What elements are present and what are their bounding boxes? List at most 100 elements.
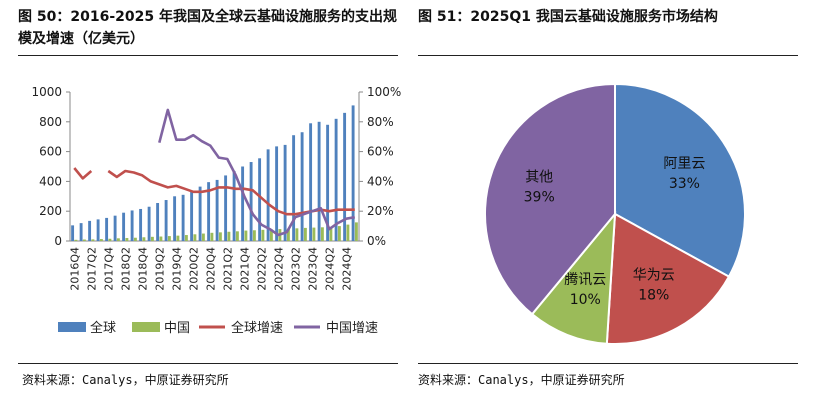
pie-slice-阿里云 — [614, 82, 747, 278]
bar-china-2021Q3 — [235, 231, 239, 241]
bar-china-2017Q4 — [108, 238, 112, 241]
bar-global-2024Q1 — [317, 121, 321, 241]
x-axis-tick-label: 2021Q4 — [238, 247, 251, 291]
bar-china-2016Q4 — [74, 239, 78, 241]
y-axis-tick-label: 200 — [39, 204, 62, 218]
bar-global-2018Q2 — [122, 212, 126, 241]
bar-china-2018Q4 — [142, 237, 146, 241]
bar-global-2018Q1 — [113, 215, 117, 241]
x-axis-tick-label: 2023Q4 — [306, 247, 319, 291]
legend-swatch — [58, 322, 86, 332]
left-title-rule — [18, 55, 398, 56]
right-pie-chart: 阿里云 33% 华为云 18% 腾讯云 10% 其他 39% — [484, 82, 747, 345]
right-source-note: 资料来源：Canalys，中原证券研究所 — [418, 373, 625, 387]
bar-china-2017Q2 — [91, 239, 95, 241]
bar-global-2022Q2 — [258, 158, 262, 241]
bar-global-2018Q4 — [139, 208, 143, 241]
bar-china-2019Q2 — [159, 236, 163, 241]
bar-china-2019Q3 — [167, 236, 171, 241]
bar-global-2021Q3 — [232, 170, 236, 241]
bar-global-2021Q4 — [241, 166, 245, 241]
bar-global-2021Q2 — [224, 175, 228, 241]
legend-label: 全球 — [90, 320, 116, 336]
x-axis-tick-label: 2017Q4 — [102, 247, 115, 291]
x-axis-tick-label: 2019Q4 — [170, 247, 183, 291]
bar-china-2017Q1 — [82, 239, 86, 241]
pie-label: 腾讯云 — [564, 271, 606, 288]
pie-value-label: 39% — [524, 190, 555, 206]
x-axis-tick-label: 2024Q2 — [323, 247, 336, 291]
bar-global-2017Q2 — [88, 220, 92, 241]
bar-china-2020Q3 — [201, 233, 205, 241]
bar-global-2022Q4 — [275, 146, 279, 241]
y-axis-tick-label: 800 — [39, 115, 62, 129]
left-source-note: 资料来源：Canalys，中原证券研究所 — [22, 373, 229, 387]
y-axis-tick-label: 1000 — [31, 85, 62, 99]
bar-china-2018Q2 — [125, 238, 129, 241]
y2-axis-tick-label: 0% — [367, 234, 386, 248]
bar-china-2022Q1 — [252, 230, 256, 241]
pie-value-label: 18% — [638, 288, 669, 304]
bar-china-2020Q1 — [184, 235, 188, 241]
bar-global-2020Q4 — [207, 182, 211, 241]
y-axis-tick-label: 600 — [39, 145, 62, 159]
bar-global-2022Q3 — [266, 149, 270, 241]
left-footer-rule — [18, 363, 398, 364]
bar-global-2016Q4 — [71, 225, 75, 241]
bar-global-2025Q1 — [351, 105, 355, 241]
x-axis-tick-label: 2022Q2 — [255, 247, 268, 291]
x-axis-tick-label: 2024Q4 — [340, 247, 353, 291]
x-axis-tick-label: 2020Q4 — [204, 247, 217, 291]
bar-global-2019Q1 — [147, 206, 151, 241]
y2-axis-tick-label: 20% — [367, 204, 394, 218]
x-axis-tick-label: 2022Q4 — [272, 247, 285, 291]
bar-china-2023Q3 — [303, 227, 307, 241]
bar-china-2018Q3 — [133, 237, 137, 241]
pie-value-label: 10% — [570, 292, 601, 308]
bar-global-2023Q4 — [309, 123, 313, 241]
bar-global-2017Q1 — [79, 223, 83, 241]
bar-global-2024Q3 — [334, 118, 338, 241]
bar-global-2022Q1 — [249, 162, 253, 241]
pie-slice-华为云 — [605, 212, 731, 345]
bar-china-2022Q3 — [269, 229, 273, 241]
left-combo-chart: 0 200 400 600 800 1000 0% 20% 40% 60% 80% 100% 2016Q… — [31, 85, 401, 336]
bar-global-2020Q2 — [190, 191, 194, 241]
bar-global-2017Q4 — [105, 217, 109, 241]
x-axis-tick-label: 2021Q2 — [221, 247, 234, 291]
bar-china-2023Q4 — [312, 227, 316, 241]
pie-label: 阿里云 — [663, 156, 705, 172]
bar-china-2025Q1 — [354, 222, 358, 241]
y2-axis-tick-label: 40% — [367, 174, 394, 188]
bar-china-2022Q2 — [261, 229, 265, 241]
legend-swatch — [132, 322, 160, 332]
y2-axis-tick-label: 80% — [367, 115, 394, 129]
legend-label: 中国增速 — [326, 321, 378, 336]
bar-global-2019Q4 — [173, 196, 177, 241]
bar-global-2017Q3 — [96, 219, 100, 241]
y-axis-tick-label: 400 — [39, 174, 62, 188]
bar-china-2021Q1 — [218, 232, 222, 241]
bar-china-2024Q1 — [320, 227, 324, 241]
x-axis-tick-label: 2017Q2 — [85, 247, 98, 291]
bar-china-2018Q1 — [116, 238, 120, 241]
line-全球增速 — [73, 167, 355, 216]
x-axis-tick-label: 2020Q2 — [187, 247, 200, 291]
y2-axis-tick-label: 60% — [367, 145, 394, 159]
bar-china-2023Q2 — [295, 228, 299, 241]
legend-label: 中国 — [164, 321, 190, 336]
pie-value-label: 33% — [669, 176, 700, 192]
bar-global-2019Q3 — [164, 200, 168, 241]
pie-slice-腾讯云 — [530, 210, 617, 345]
pie-slice-其他 — [484, 82, 616, 316]
bar-china-2021Q2 — [227, 231, 231, 241]
y-axis-tick-label: 0 — [54, 234, 62, 248]
bar-china-2024Q4 — [346, 224, 350, 241]
legend-label: 全球增速 — [231, 320, 283, 336]
left-figure-title: 图 50：2016-2025 年我国及全球云基础设施服务的支出规模及增速（亿美元… — [18, 9, 397, 47]
bar-global-2023Q1 — [283, 144, 287, 241]
bar-global-2024Q4 — [343, 112, 347, 241]
bar-global-2020Q3 — [198, 186, 202, 241]
bar-china-2023Q1 — [286, 228, 290, 241]
right-title-rule — [418, 55, 798, 56]
